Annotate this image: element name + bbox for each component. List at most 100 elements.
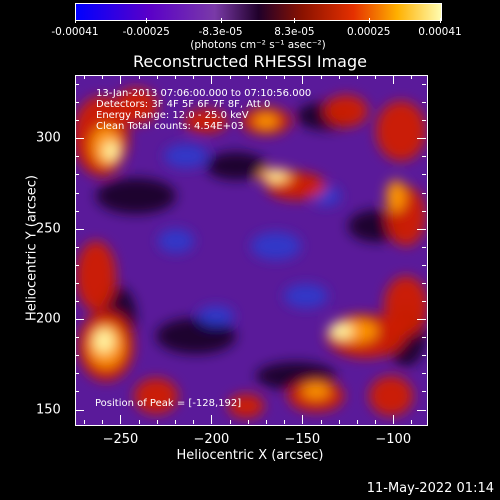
x-minor-tick (156, 420, 158, 424)
y-minor-tick (75, 373, 79, 375)
heatmap-blob (134, 378, 178, 414)
x-minor-tick (411, 420, 413, 424)
colorbar-tick-label: 8.3e-05 (274, 26, 315, 38)
y-minor-tick (75, 102, 79, 104)
heatmap-blob (266, 171, 286, 181)
x-minor-tick-top (375, 75, 377, 79)
colorbar-units: (photons cm⁻² s⁻¹ asec⁻²) (190, 39, 326, 51)
x-tick-bottom (211, 415, 213, 424)
y-minor-tick-right (422, 391, 426, 393)
x-minor-tick-top (138, 75, 140, 79)
x-tick-label: −250 (102, 432, 139, 447)
heatmap-blob (94, 329, 114, 353)
heatmap-blob (184, 109, 228, 133)
x-minor-tick-top (320, 75, 322, 79)
y-tick-label: 250 (36, 221, 61, 237)
x-tick-label: −150 (284, 432, 321, 447)
y-tick-left (75, 409, 84, 411)
y-minor-tick (75, 246, 79, 248)
y-minor-tick-right (422, 337, 426, 339)
heatmap-blob (198, 306, 234, 326)
x-minor-tick (356, 420, 358, 424)
info-line-energy: Energy Range: 12.0 - 25.0 keV (96, 110, 249, 121)
colorbar-tick-label: 0.00041 (418, 26, 462, 38)
x-minor-tick-top (265, 75, 267, 79)
y-minor-tick-right (422, 246, 426, 248)
colorbar-tick-label: -8.3e-05 (198, 26, 243, 38)
x-minor-tick (320, 420, 322, 424)
chart-title: Reconstructed RHESSI Image (133, 52, 367, 71)
y-minor-tick (75, 355, 79, 357)
x-minor-tick-top (284, 75, 286, 79)
colorbar (75, 3, 442, 21)
x-minor-tick (138, 420, 140, 424)
y-minor-tick (75, 391, 79, 393)
y-minor-tick-right (422, 156, 426, 158)
x-tick-bottom (120, 415, 122, 424)
heatmap-blob (329, 323, 353, 339)
heatmap-blob (164, 144, 208, 168)
x-minor-tick (284, 420, 286, 424)
x-minor-tick (193, 420, 195, 424)
y-minor-tick-right (422, 301, 426, 303)
x-minor-tick (375, 420, 377, 424)
colorbar-tick (220, 18, 222, 23)
y-minor-tick (75, 210, 79, 212)
x-minor-tick (265, 420, 267, 424)
y-tick-right (417, 138, 426, 140)
y-minor-tick-right (422, 282, 426, 284)
x-minor-tick-top (411, 75, 413, 79)
y-axis-label: Heliocentric Y (arcsec) (24, 175, 40, 321)
x-minor-tick (175, 420, 177, 424)
y-tick-label: 150 (36, 402, 61, 418)
heatmap-blob (103, 141, 119, 161)
info-line-counts: Clean Total counts: 4.54E+03 (96, 121, 244, 132)
heatmap-blob (96, 178, 176, 214)
y-tick-label: 200 (36, 311, 61, 327)
y-minor-tick (75, 174, 79, 176)
heatmap-blob (386, 180, 406, 212)
x-minor-tick (102, 420, 104, 424)
y-tick-right (417, 409, 426, 411)
y-minor-tick-right (422, 84, 426, 86)
x-minor-tick (247, 420, 249, 424)
x-minor-tick-top (84, 75, 86, 79)
x-minor-tick (229, 420, 231, 424)
y-minor-tick-right (422, 192, 426, 194)
x-minor-tick-top (193, 75, 195, 79)
y-minor-tick-right (422, 373, 426, 375)
y-minor-tick (75, 84, 79, 86)
colorbar-tick-label: -0.00041 (51, 26, 99, 38)
y-tick-left (75, 138, 84, 140)
heatmap-blob (254, 113, 278, 129)
y-minor-tick (75, 301, 79, 303)
heatmap-blob (324, 95, 368, 127)
timestamp: 11-May-2022 01:14 (366, 481, 494, 496)
x-minor-tick-top (229, 75, 231, 79)
heatmap-blob (206, 152, 266, 180)
heatmap-blob (76, 241, 116, 311)
x-minor-tick-top (156, 75, 158, 79)
x-tick-top (302, 75, 304, 84)
y-tick-label: 300 (36, 130, 61, 146)
heatmap-image (76, 76, 427, 425)
y-minor-tick-right (422, 264, 426, 266)
y-tick-left (75, 228, 84, 230)
x-tick-bottom (393, 415, 395, 424)
heatmap-blob (284, 284, 328, 308)
x-minor-tick (84, 420, 86, 424)
heatmap-blob (228, 394, 264, 418)
y-minor-tick-right (422, 174, 426, 176)
peak-position-label: Position of Peak = [-128,192] (95, 398, 242, 409)
y-minor-tick (75, 264, 79, 266)
x-minor-tick-top (102, 75, 104, 79)
y-minor-tick-right (422, 120, 426, 122)
heatmap-blob (156, 318, 236, 354)
x-tick-label: −200 (193, 432, 230, 447)
heatmap-blob (384, 276, 427, 336)
x-tick-top (211, 75, 213, 84)
y-minor-tick (75, 192, 79, 194)
x-axis-label: Heliocentric X (arcsec) (176, 448, 324, 463)
y-tick-left (75, 319, 84, 321)
x-minor-tick-top (175, 75, 177, 79)
